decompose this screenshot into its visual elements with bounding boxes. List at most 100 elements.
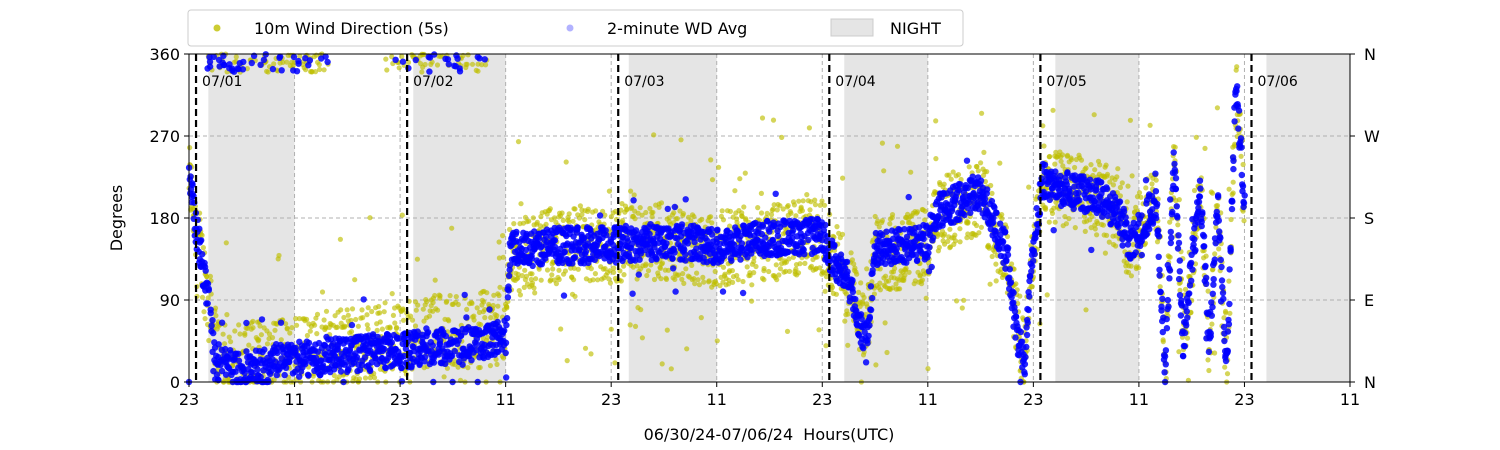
wind-5s-point [549,272,554,277]
wind-2min-point [1087,177,1093,183]
wind-5s-point [308,329,313,334]
wind-2min-point [503,350,509,356]
wind-2min-point [773,191,779,197]
wind-5s-point [651,132,656,137]
wind-2min-point [259,316,265,322]
wind-2min-point [261,57,267,63]
wind-5s-point [671,210,676,215]
wind-5s-point [632,192,637,197]
wind-5s-point [1231,180,1236,185]
wind-2min-point [1013,314,1019,320]
wind-2min-point [1023,344,1029,350]
wind-5s-point [314,331,319,336]
wind-5s-point [984,169,989,174]
wind-5s-point [394,325,399,330]
wind-5s-point [256,337,261,342]
wind-5s-point [925,366,930,371]
wind-5s-point [234,54,239,59]
wind-5s-point [792,202,797,207]
wind-2min-point [278,320,284,326]
wind-5s-point [1114,174,1119,179]
wind-5s-point [287,330,292,335]
wind-2min-point [1010,290,1016,296]
wind-5s-point [228,339,233,344]
wind-5s-point [776,272,781,277]
wind-5s-point [484,290,489,295]
wind-5s-point [947,227,952,232]
wind-5s-point [317,62,322,67]
wind-5s-point [556,268,561,273]
wind-5s-point [737,176,742,181]
wind-5s-point [324,309,329,314]
wind-5s-point [557,277,562,282]
wind-5s-point [774,277,779,282]
wind-5s-point [357,376,362,381]
wind-2min-point [1119,242,1125,248]
wind-5s-point [483,62,488,67]
wind-2min-point [187,173,193,179]
wind-2min-point [1026,293,1032,299]
wind-2min-point [504,315,510,321]
wind-5s-point [1239,154,1244,159]
wind-2min-point [189,182,195,188]
wind-2min-point [844,259,850,265]
wind-5s-point [1137,190,1142,195]
wind-5s-point [481,299,486,304]
wind-5s-point [1104,233,1109,238]
wind-2min-point [1028,268,1034,274]
wind-2min-point [801,251,807,257]
wind-5s-point [200,233,205,238]
wind-2min-point [863,359,869,365]
wind-5s-point [785,329,790,334]
wind-5s-point [873,214,878,219]
wind-5s-point [208,274,213,279]
wind-5s-point [320,289,325,294]
wind-5s-point [475,69,480,74]
wind-5s-point [633,324,638,329]
wind-2min-point [663,240,669,246]
wind-2min-point [906,194,912,200]
wind-5s-point [237,331,242,336]
wind-5s-point [669,366,674,371]
wind-2min-point [850,289,856,295]
wind-2min-point [583,248,589,254]
wind-2min-point [530,263,536,269]
wind-2min-point [682,251,688,257]
wind-2min-point [683,196,689,202]
wind-2min-point [283,365,289,371]
wind-5s-point [1173,145,1178,150]
wind-2min-point [1024,332,1030,338]
wind-5s-point [1093,226,1098,231]
wind-5s-point [953,238,958,243]
wind-5s-point [367,215,372,220]
wind-5s-point [312,323,317,328]
wind-5s-point [250,325,255,330]
wind-5s-point [1185,336,1190,341]
wind-2min-point [775,233,781,239]
wind-5s-point [802,261,807,266]
wind-5s-point [845,343,850,348]
wind-5s-point [366,326,371,331]
wind-5s-point [1120,180,1125,185]
wind-2min-point [1123,219,1129,225]
wind-2min-point [307,57,313,63]
wind-5s-point [382,309,387,314]
wind-5s-point [1083,229,1088,234]
wind-5s-point [1050,211,1055,216]
wind-5s-point [442,374,447,379]
wind-5s-point [494,313,499,318]
wind-5s-point [796,199,801,204]
wind-2min-point [714,227,720,233]
wind-5s-point [1149,181,1154,186]
wind-2min-point [206,287,212,293]
wind-5s-point [638,205,643,210]
wind-5s-point [469,301,474,306]
wind-5s-point [390,291,395,296]
wind-2min-point [629,291,635,297]
wind-2min-point [503,374,509,380]
wind-5s-point [201,245,206,250]
wind-5s-point [271,61,276,66]
wind-2min-point [1138,212,1144,218]
wind-5s-point [730,280,735,285]
wind-5s-point [978,160,983,165]
